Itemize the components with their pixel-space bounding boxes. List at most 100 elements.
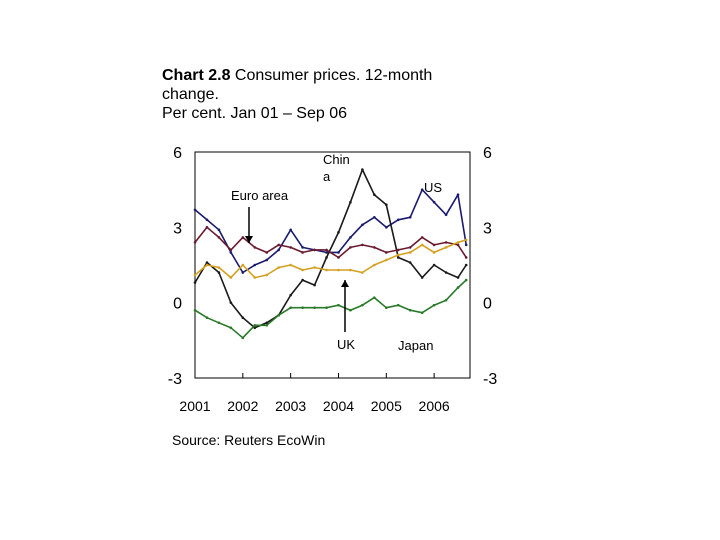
y-tick-label-left: 6 [173,145,182,162]
data-point-china [289,293,292,297]
data-point-china [408,261,412,264]
data-point-us [456,193,460,196]
data-point-china [444,271,448,274]
data-point-us [420,188,424,191]
series-line-china [194,168,467,329]
data-point-euro-area [277,243,280,247]
data-point-japan [349,308,352,312]
chart-title-line2: change. [162,86,219,103]
data-point-china [337,231,340,234]
data-point-us [385,226,388,229]
data-point-uk [205,263,209,267]
x-tick-label: 2002 [227,398,258,414]
data-point-uk [456,241,460,244]
data-point-us [349,236,352,239]
data-point-euro-area [408,246,412,249]
data-point-euro-area [349,246,352,249]
y-tick-label-left: -3 [168,371,182,388]
data-point-us [464,243,468,247]
data-point-japan [289,306,292,309]
data-point-us [193,208,197,212]
data-point-euro-area [313,248,316,252]
annotation-us: US [424,180,442,195]
data-point-japan [313,306,316,309]
annotation-china: a [323,169,331,184]
data-point-japan [193,308,197,312]
data-point-uk [217,266,221,269]
data-point-china [217,271,221,274]
data-point-euro-area [444,241,448,244]
data-point-uk [432,251,436,254]
y-tick-label-right: 0 [483,296,492,313]
data-point-china [229,301,233,304]
data-point-us [205,218,209,222]
data-point-japan [464,278,468,282]
data-point-uk [444,246,448,249]
x-tick-label: 2001 [179,398,210,414]
y-tick-label-right: 3 [483,220,492,237]
x-tick-label: 2005 [371,398,402,414]
data-point-euro-area [241,236,245,239]
data-point-euro-area [229,248,233,252]
x-tick-label: 2004 [323,398,354,414]
data-point-china [301,278,304,282]
data-point-japan [373,296,376,299]
data-point-japan [432,303,436,307]
series-line-us [194,188,467,274]
data-point-japan [420,311,424,315]
annotation-uk: UK [337,337,355,352]
data-point-uk [408,251,412,254]
data-point-japan [325,306,328,309]
data-point-uk [373,263,376,267]
data-point-china [373,193,376,196]
data-point-japan [456,286,460,289]
data-point-uk [420,243,424,247]
data-point-japan [301,306,304,309]
data-point-japan [241,336,245,340]
data-point-uk [229,276,233,279]
data-point-us [408,215,412,219]
data-point-us [229,251,233,254]
data-point-china [313,283,316,287]
data-point-japan [444,298,448,302]
data-point-china [193,281,197,284]
euro-area-arrow-head [245,236,253,243]
data-point-uk [277,266,280,269]
data-point-uk [349,268,352,272]
data-point-uk [396,253,400,257]
data-point-us [432,200,436,204]
annotation-china: Chin [323,152,350,167]
data-point-euro-area [289,246,292,249]
data-point-euro-area [464,256,468,259]
data-point-japan [217,321,221,325]
data-point-us [253,263,257,267]
data-point-uk [464,238,468,242]
chart-title-bold: Chart 2.8 [162,67,231,84]
data-point-china [325,256,328,259]
data-point-euro-area [265,251,269,254]
series-line-japan [194,279,467,339]
chart-title-rest: Consumer prices. 12-month [230,67,433,84]
data-point-euro-area [373,246,376,249]
data-point-us [337,251,340,254]
x-tick-label: 2003 [275,398,306,414]
data-point-euro-area [253,246,257,249]
chart-title-line3: Per cent. Jan 01 – Sep 06 [162,105,348,122]
chart-title: Chart 2.8 Consumer prices. 12-month chan… [162,66,492,123]
data-point-japan [277,313,280,317]
plot-frame [194,151,471,379]
data-point-euro-area [301,251,304,254]
data-point-china [205,261,209,264]
data-point-uk [301,268,304,272]
data-point-china [456,276,460,279]
data-point-us [396,218,400,222]
series-line-uk [194,239,467,279]
data-point-us [361,223,364,227]
data-point-japan [205,316,209,320]
data-point-china [396,256,400,259]
data-point-china [420,276,424,279]
data-point-euro-area [456,243,460,247]
data-point-euro-area [205,226,209,229]
data-point-euro-area [385,251,388,254]
